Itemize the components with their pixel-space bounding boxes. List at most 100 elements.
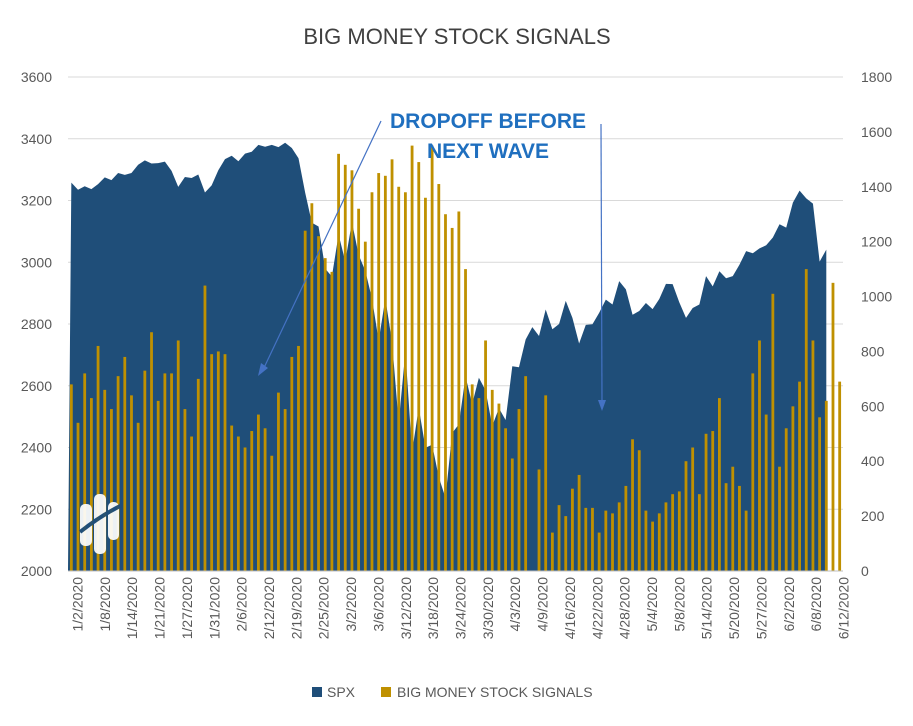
signal-bar	[597, 532, 601, 571]
signal-bar	[150, 332, 153, 571]
signal-bar	[651, 521, 654, 571]
signal-bar	[330, 271, 334, 571]
annotation-line-1: DROPOFF BEFORE	[390, 110, 586, 133]
legend-label-signals: BIG MONEY STOCK SIGNALS	[397, 684, 593, 700]
signal-bar	[76, 422, 80, 571]
signal-bar	[524, 376, 528, 571]
x-tick-label: 1/27/2020	[179, 577, 195, 639]
y-right-tick-label: 1000	[861, 289, 892, 305]
signal-bar	[216, 351, 220, 571]
y-left-tick-label: 2600	[21, 378, 52, 394]
x-tick-label: 1/8/2020	[97, 577, 113, 632]
x-tick-label: 1/14/2020	[124, 577, 140, 639]
signal-bar	[724, 483, 728, 571]
signal-bar	[731, 466, 735, 571]
signal-bar	[824, 400, 828, 571]
signal-bar	[350, 170, 354, 571]
y-right-tick-label: 400	[861, 453, 885, 469]
signal-bar	[550, 532, 554, 571]
arrowhead-right-icon	[598, 400, 606, 411]
annotation-arrow-left	[261, 120, 382, 373]
signal-bar	[116, 376, 120, 571]
x-tick-label: 1/2/2020	[70, 577, 86, 632]
signal-bar	[818, 417, 822, 571]
signal-bar	[343, 164, 347, 571]
y-left-tick-label: 3600	[21, 69, 52, 85]
signal-bar	[517, 409, 521, 571]
signal-bar	[337, 153, 340, 571]
signal-bar	[470, 384, 474, 571]
signal-bar	[604, 510, 608, 571]
signal-bar	[457, 211, 461, 572]
signal-bar	[69, 384, 73, 571]
x-tick-label: 5/14/2020	[699, 577, 715, 639]
signal-bar	[577, 474, 581, 571]
x-tick-label: 3/2/2020	[343, 577, 359, 632]
signal-bar	[437, 184, 441, 571]
y-left-tick-label: 2000	[21, 563, 52, 579]
signal-bar	[297, 345, 300, 571]
signal-bar	[170, 373, 173, 571]
signal-bar	[464, 269, 467, 571]
signal-bar	[310, 203, 314, 572]
signal-bar	[277, 392, 280, 571]
signal-bar	[290, 356, 294, 571]
y-left-tick-label: 3400	[21, 131, 52, 147]
signal-bar	[778, 466, 781, 571]
annotation-arrow-right	[600, 123, 603, 405]
x-tick-label: 5/20/2020	[726, 577, 742, 639]
signal-bar	[637, 450, 641, 571]
signal-bar	[671, 494, 675, 571]
signal-bar	[711, 431, 715, 571]
signal-bar	[377, 173, 381, 571]
signal-bar	[644, 510, 648, 571]
y-right-tick-label: 800	[861, 343, 885, 359]
signal-bar	[664, 502, 668, 571]
y-left-tick-label: 2800	[21, 316, 52, 332]
signal-bar	[484, 340, 487, 571]
signal-bar	[697, 494, 701, 571]
x-tick-label: 3/6/2020	[370, 577, 386, 632]
y-left-tick-label: 3200	[21, 193, 52, 209]
x-tick-label: 3/18/2020	[425, 577, 441, 639]
signal-bar	[838, 381, 842, 571]
signal-bar	[631, 439, 634, 571]
y-left-tick-label: 3000	[21, 254, 52, 270]
x-tick-label: 5/4/2020	[644, 577, 660, 632]
x-axis: 1/2/2020 1/8/2020 1/14/2020 1/21/2020 1/27/2…	[70, 577, 852, 640]
annotation: DROPOFF BEFORE NEXT WAVE	[258, 110, 606, 411]
signal-bar	[163, 373, 167, 571]
signal-bar	[370, 192, 374, 571]
signal-bar	[564, 516, 568, 571]
y-right-tick-label: 1800	[861, 69, 892, 85]
signal-bar	[691, 447, 695, 571]
signal-bar	[183, 409, 187, 571]
signal-bar	[190, 436, 194, 571]
signal-bar	[96, 345, 100, 571]
signal-bar	[357, 208, 361, 572]
signal-bar	[477, 398, 481, 571]
signal-bar	[444, 214, 447, 571]
watermark-logo-icon	[78, 494, 123, 554]
signal-bar	[718, 398, 721, 571]
signal-bar	[490, 389, 494, 571]
y-right-tick-label: 1200	[861, 234, 892, 250]
y-right-tick-label: 200	[861, 508, 885, 524]
signal-bar	[143, 370, 147, 571]
y-left-tick-label: 2400	[21, 440, 52, 456]
x-tick-label: 1/21/2020	[152, 577, 168, 639]
signal-bar	[210, 354, 214, 571]
legend: SPX BIG MONEY STOCK SIGNALS	[312, 684, 593, 700]
signal-bar	[544, 395, 548, 571]
x-tick-label: 6/8/2020	[808, 577, 824, 632]
x-tick-label: 1/31/2020	[206, 577, 222, 639]
signal-bar	[136, 422, 140, 571]
signal-bar	[504, 428, 508, 571]
signal-bar	[230, 425, 234, 571]
signal-bar	[738, 485, 741, 571]
signal-bar	[758, 340, 761, 571]
signal-bar	[317, 236, 320, 571]
y-right-tick-label: 1600	[861, 124, 892, 140]
signal-bar	[784, 428, 788, 571]
y-right-tick-label: 0	[861, 563, 869, 579]
